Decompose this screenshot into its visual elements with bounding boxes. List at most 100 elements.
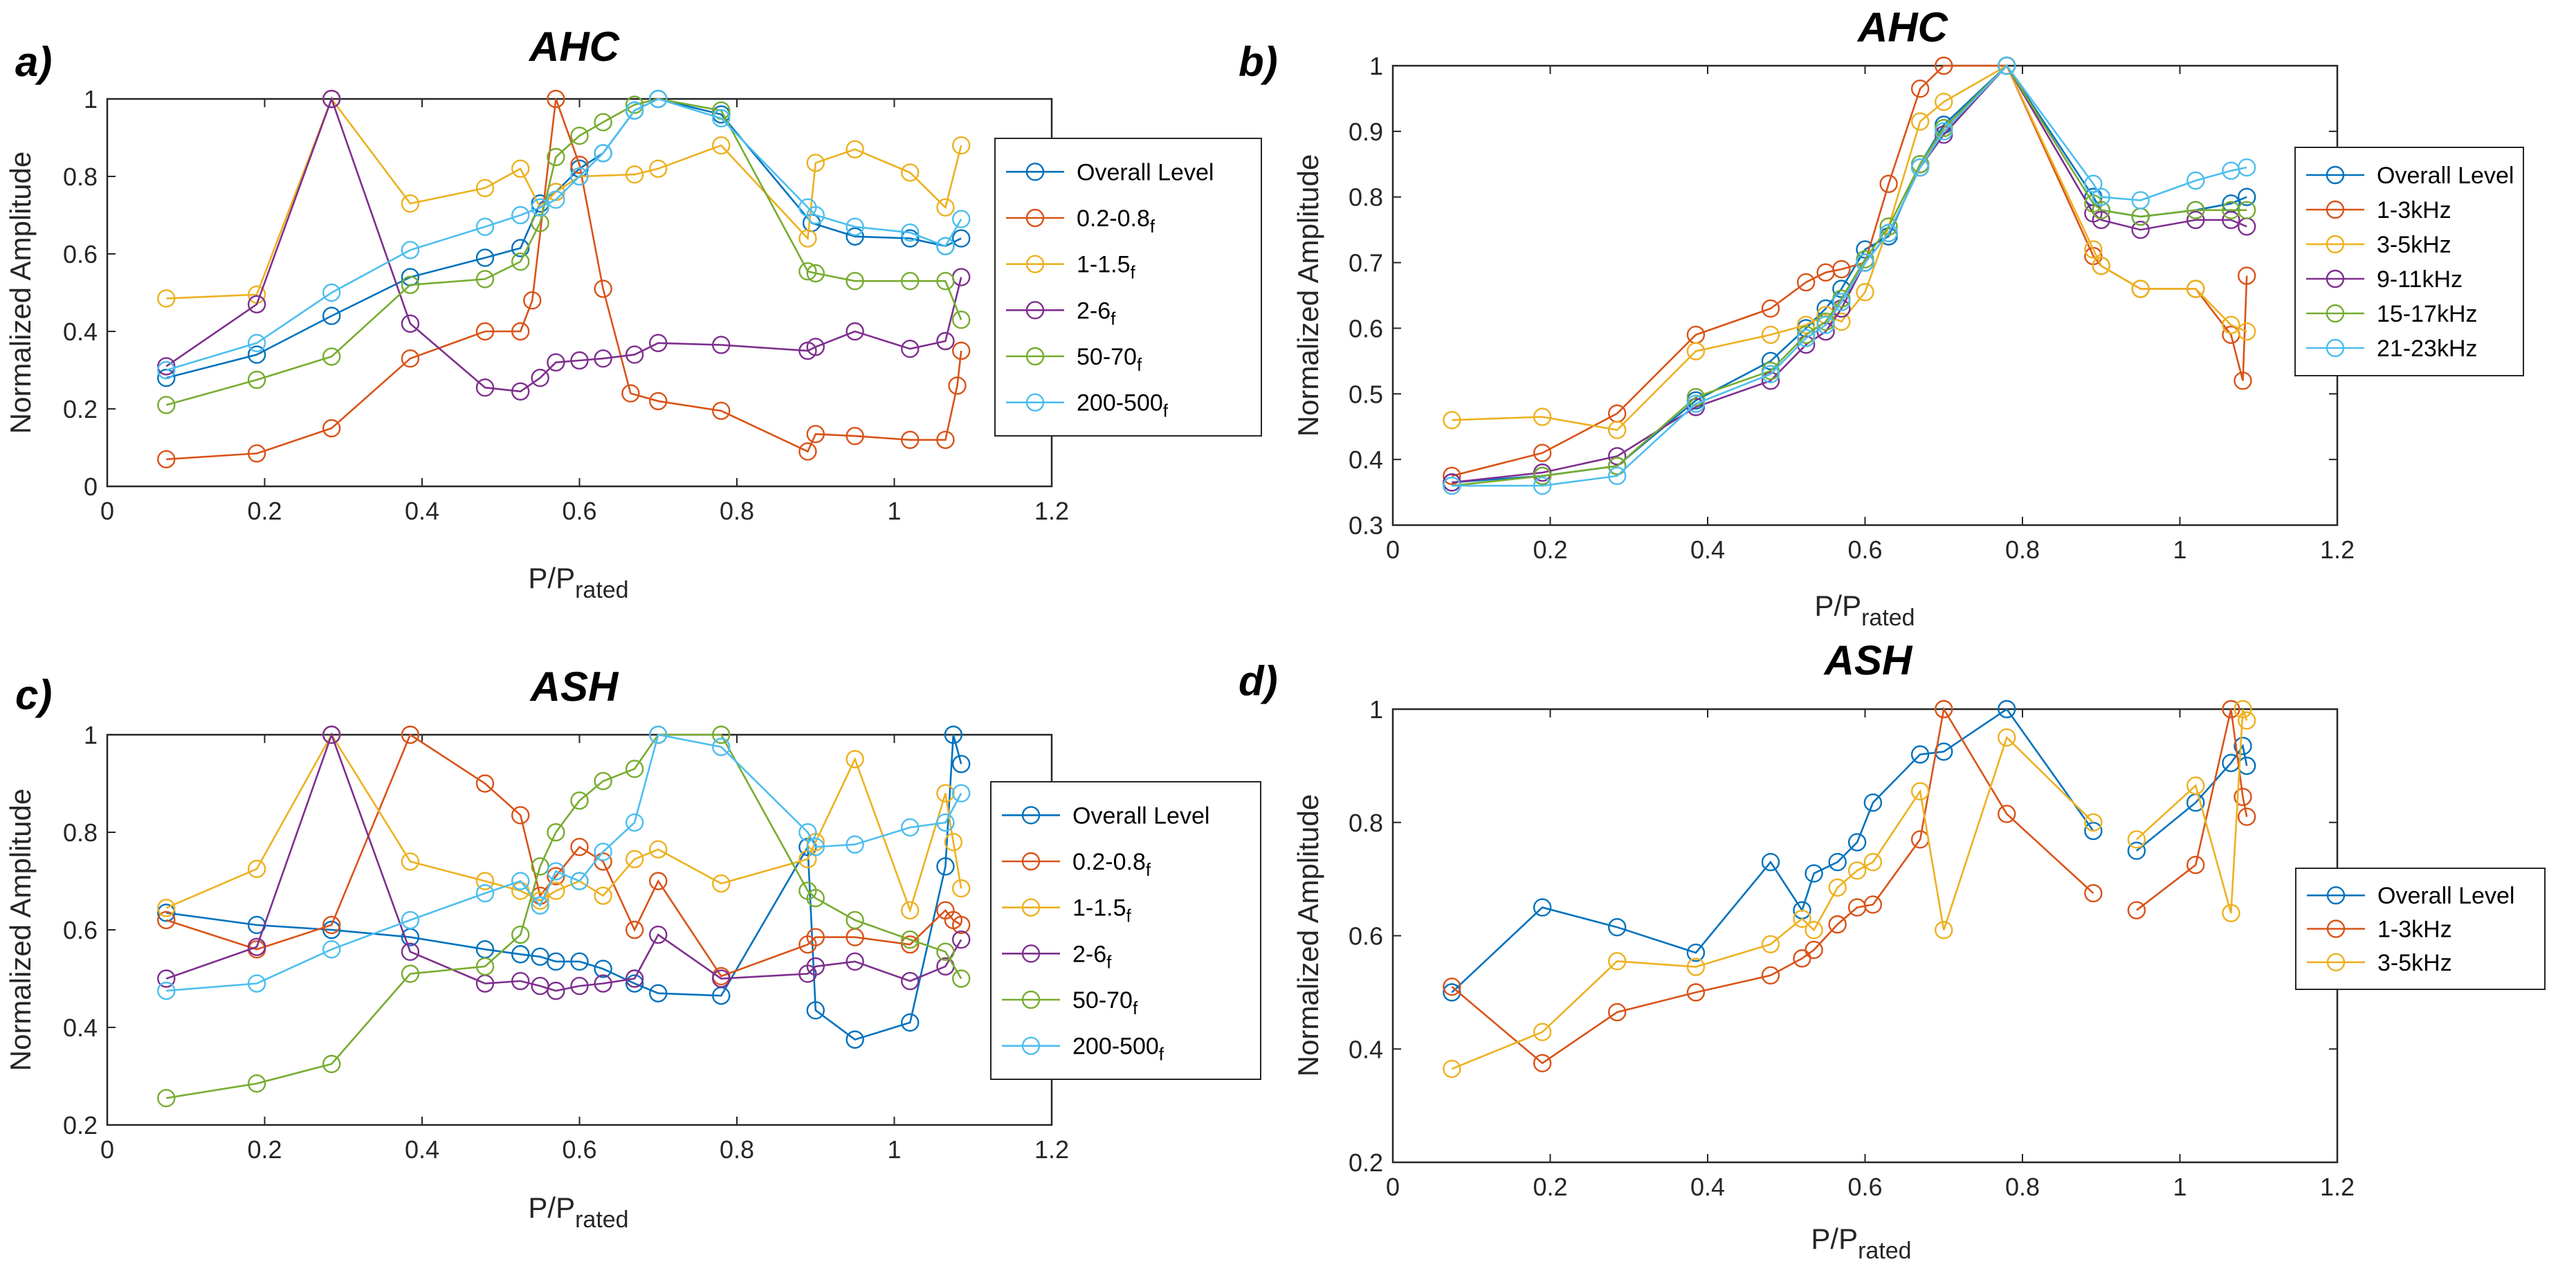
legend-item: 50-70f [1002,987,1138,1018]
data-point [649,333,668,352]
data-point [712,109,731,128]
x-tick-label: 0.2 [1533,535,1567,564]
legend-label-main: 200-500 [1072,1034,1159,1060]
x-tick-label: 1 [887,1135,901,1164]
data-point [1910,782,1930,800]
legend-marker [1021,1036,1041,1055]
series-line [165,732,962,992]
legend-label: 1-1.5f [1072,895,1132,926]
data-point [625,760,644,778]
data-point [936,237,955,255]
data-point [1533,898,1552,917]
data-point [1686,958,1706,976]
x-tick-label: 1.2 [1034,1135,1069,1164]
data-point [157,396,176,414]
series-6 [157,725,971,1000]
data-point [2222,201,2240,219]
x-tick-label: 0 [1386,1173,1400,1201]
series-line [166,97,962,300]
data-point [531,198,549,217]
legend-item: Overall Level [2307,883,2514,909]
data-point [1832,293,1851,311]
data-point [951,879,971,898]
legend-item: Overall Level [1006,159,1214,185]
x-tick-label: 0.6 [562,497,596,525]
x-tick-label: 0.4 [1690,1173,1725,1201]
data-point [1533,476,1552,495]
data-point [594,974,612,993]
data-point [1863,895,1883,914]
data-point [1686,983,1706,1002]
data-point [901,818,920,837]
legend-marker [1025,163,1045,181]
data-point [901,901,920,920]
data-point [570,155,589,174]
series-line [1451,708,2248,993]
data-point [401,964,420,983]
data-point [951,229,971,248]
data-point [1879,223,1898,243]
data-point [531,896,549,915]
data-point [1847,861,1867,880]
data-point [401,910,420,930]
legend-label-sub: f [1146,859,1151,880]
legend-label-sub: f [1131,262,1136,283]
data-point [2084,813,2103,832]
series-4 [157,725,971,1000]
legend-item: 21-23kHz [2306,336,2478,362]
data-point [806,425,825,443]
data-point [322,915,341,935]
data-point [1910,112,1930,131]
plot-area [1391,708,2339,1164]
data-point [1533,1023,1552,1041]
data-point [806,837,825,857]
data-point [247,974,266,993]
x-tick-label: 0 [100,497,114,525]
legend-label-sub: f [1111,308,1116,329]
legend-box [994,138,1262,437]
data-point [1607,952,1627,971]
data-point [1935,921,1953,940]
legend-item: 0.2-0.8f [1002,849,1151,880]
legend-label: 15-17kHz [2377,301,2478,327]
data-point [1533,1054,1552,1072]
series-line [166,98,962,461]
y-tick-label: 0.8 [63,163,98,191]
data-point [511,971,530,991]
data-point [1443,476,1461,495]
legend-item: 1-1.5f [1006,252,1136,283]
legend-label: 1-1.5f [1077,252,1136,283]
data-point [649,840,668,859]
legend-label: Overall Level [1077,159,1214,185]
data-point [547,89,565,109]
data-point [936,430,955,449]
data-point [1761,852,1780,872]
legend-label: Overall Level [1072,803,1209,829]
data-point [2186,280,2205,298]
legend-item: 2-6f [1002,941,1112,972]
x-tick-label: 0.2 [247,497,282,525]
legend-marker [2326,304,2345,323]
data-point [806,888,825,908]
legend-marker [1021,806,1041,825]
legend-label: 200-500f [1072,1034,1164,1065]
data-point [625,969,644,988]
data-point [1793,909,1811,928]
data-point [846,140,864,159]
chart-title: ASH [529,663,619,710]
legend: Overall Level 0.2-0.8f 1-1.5f 2-6f 50-70f 200… [990,781,1261,1080]
legend-marker [2326,953,2346,972]
data-point [322,306,341,325]
data-point [901,163,920,182]
data-point [2131,280,2150,298]
data-point [247,859,266,879]
data-point [1910,79,1930,98]
legend: Overall Level0.2-0.8f1-1.5f2-6f50-70f200… [994,138,1262,437]
data-point [401,194,420,213]
data-point [712,969,731,988]
y-tick-label: 0.4 [1349,446,1383,474]
data-point [594,349,612,368]
legend-marker [1025,255,1045,273]
data-point [570,952,589,971]
